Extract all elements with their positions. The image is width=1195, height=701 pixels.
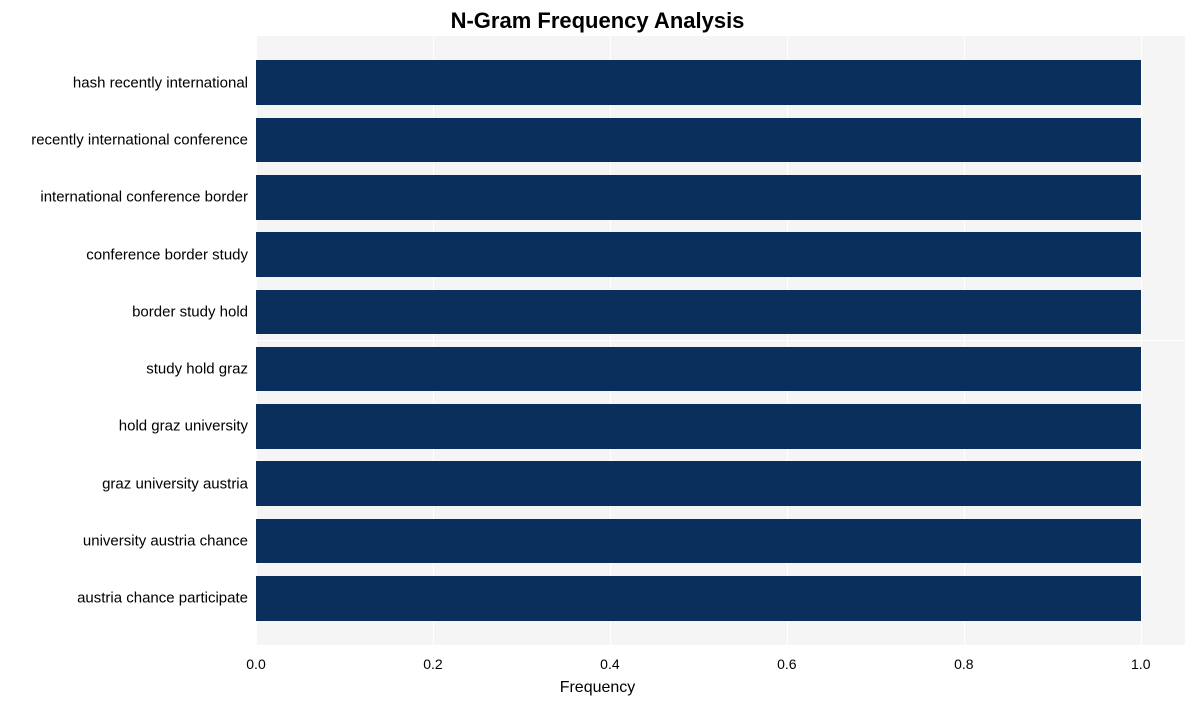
bar-row bbox=[256, 232, 1185, 277]
bar bbox=[256, 404, 1141, 449]
bar bbox=[256, 461, 1141, 506]
bar-row bbox=[256, 519, 1185, 564]
bar bbox=[256, 290, 1141, 335]
plot-area bbox=[256, 36, 1185, 645]
y-axis-labels: hash recently international recently inte… bbox=[0, 36, 252, 645]
bar bbox=[256, 519, 1141, 564]
y-tick-label: graz university austria bbox=[0, 476, 248, 491]
bar-row bbox=[256, 60, 1185, 105]
bar bbox=[256, 232, 1141, 277]
bars-layer bbox=[256, 36, 1185, 645]
x-tick-label: 1.0 bbox=[1131, 657, 1150, 671]
y-tick-label: study hold graz bbox=[0, 362, 248, 377]
y-tick-label: austria chance participate bbox=[0, 591, 248, 606]
y-tick-label: hold graz university bbox=[0, 419, 248, 434]
x-tick-label: 0.0 bbox=[246, 657, 265, 671]
x-tick-label: 0.6 bbox=[777, 657, 796, 671]
y-tick-label: recently international conference bbox=[0, 132, 248, 147]
chart-container: N-Gram Frequency Analysis hash recently … bbox=[0, 0, 1195, 701]
y-tick-label: international conference border bbox=[0, 190, 248, 205]
y-tick-label: conference border study bbox=[0, 247, 248, 262]
bar-row bbox=[256, 175, 1185, 220]
x-tick-label: 0.2 bbox=[423, 657, 442, 671]
bar-row bbox=[256, 461, 1185, 506]
bar bbox=[256, 576, 1141, 621]
bar bbox=[256, 175, 1141, 220]
chart-title: N-Gram Frequency Analysis bbox=[0, 8, 1195, 34]
bar-row bbox=[256, 118, 1185, 163]
x-axis-title: Frequency bbox=[0, 679, 1195, 697]
bar bbox=[256, 347, 1141, 392]
y-tick-label: university austria chance bbox=[0, 534, 248, 549]
y-tick-label: hash recently international bbox=[0, 75, 248, 90]
bar-row bbox=[256, 347, 1185, 392]
x-tick-label: 0.4 bbox=[600, 657, 619, 671]
bar-row bbox=[256, 576, 1185, 621]
x-tick-label: 0.8 bbox=[954, 657, 973, 671]
bar bbox=[256, 60, 1141, 105]
bar bbox=[256, 118, 1141, 163]
x-axis-tick-labels: 0.00.20.40.60.81.0 bbox=[256, 657, 1185, 677]
y-tick-label: border study hold bbox=[0, 304, 248, 319]
bar-row bbox=[256, 290, 1185, 335]
bar-row bbox=[256, 404, 1185, 449]
